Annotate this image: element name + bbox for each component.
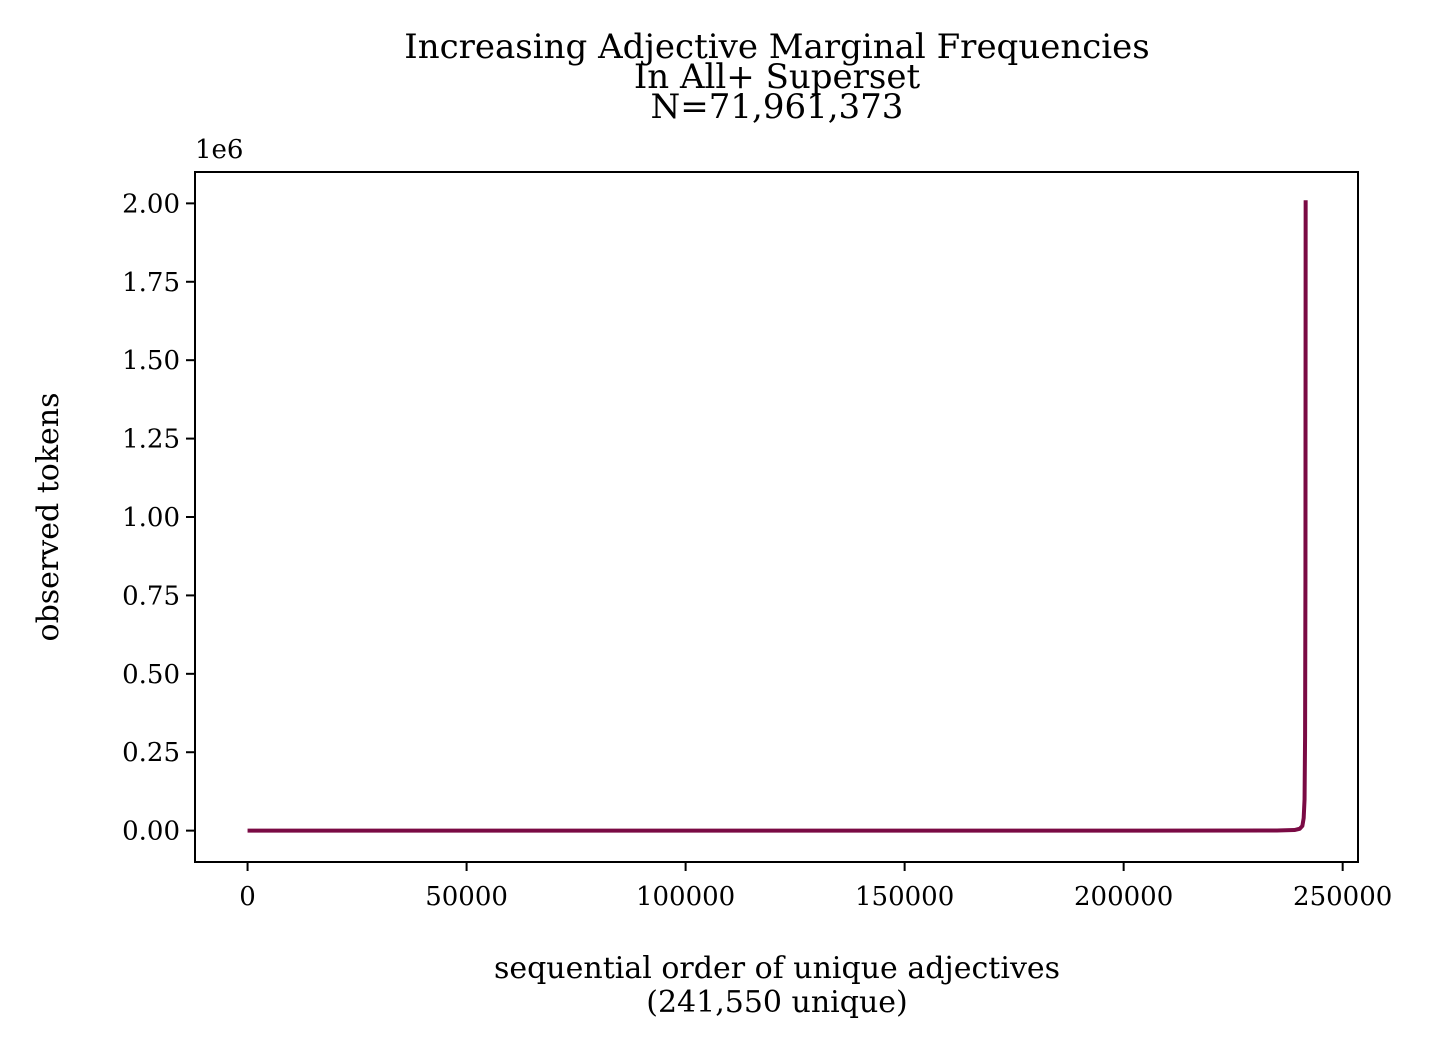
y-tick-label: 0.50 (122, 660, 180, 690)
x-axis-label-line: sequential order of unique adjectives (494, 951, 1060, 986)
y-offset-label: 1e6 (195, 135, 243, 165)
x-axis-label-line: (241,550 unique) (646, 985, 908, 1020)
y-axis: 0.00 0.25 0.50 0.75 1.00 1.25 1.50 1.75 2.00 (122, 189, 195, 847)
chart-title: Increasing Adjective Marginal Frequencie… (404, 27, 1149, 127)
y-tick-label: 1.50 (122, 346, 180, 376)
y-tick-label: 1.00 (122, 503, 180, 533)
plot-area (247, 200, 1308, 833)
x-tick-label: 50000 (425, 882, 508, 912)
x-tick-label: 100000 (636, 882, 735, 912)
x-tick-label: 250000 (1293, 882, 1392, 912)
x-axis: 0 50000 100000 150000 200000 250000 (239, 862, 1392, 912)
x-tick-label: 0 (239, 882, 256, 912)
y-tick-label: 1.75 (122, 268, 180, 298)
y-axis-label: observed tokens (31, 393, 66, 642)
series-line (247, 200, 1308, 833)
y-tick-label: 1.25 (122, 425, 180, 455)
x-axis-label: sequential order of unique adjectives(24… (494, 951, 1060, 1020)
axes-frame (194, 171, 1359, 863)
title-line: In All+ Superset (634, 57, 921, 97)
y-tick-label: 0.00 (122, 817, 180, 847)
x-tick-label: 200000 (1074, 882, 1173, 912)
title-line: Increasing Adjective Marginal Frequencie… (404, 27, 1149, 67)
y-tick-label: 0.75 (122, 581, 180, 611)
x-tick-label: 150000 (855, 882, 954, 912)
y-tick-label: 0.25 (122, 738, 180, 768)
title-line: N=71,961,373 (651, 87, 904, 127)
y-tick-label: 2.00 (122, 189, 180, 219)
